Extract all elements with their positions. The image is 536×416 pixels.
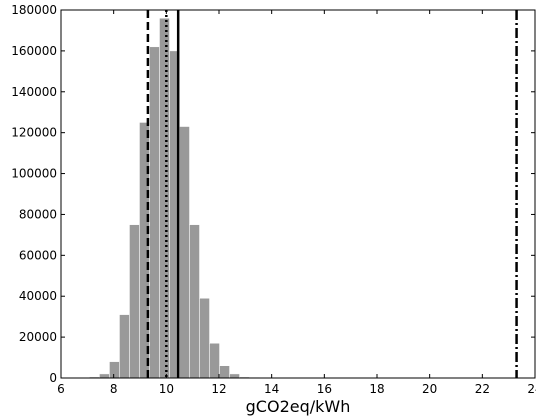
histogram-bar [99,373,110,379]
histogram-bar [209,342,220,379]
x-tick-label: 22 [475,382,490,396]
histogram-bar [179,126,190,379]
x-axis-label: gCO2eq/kWh [246,397,351,416]
histogram-bar [229,373,240,379]
y-tick-label: 180000 [11,3,57,17]
x-tick-label: 12 [211,382,226,396]
x-tick-label: 24 [527,382,536,396]
x-tick-label: 14 [264,382,279,396]
y-tick-label: 80000 [19,207,57,221]
x-tick-label: 20 [422,382,437,396]
x-tick-label: 6 [57,382,65,396]
y-tick-label: 0 [49,371,57,385]
histogram-bar [219,365,230,379]
y-tick-label: 100000 [11,167,57,181]
y-tick-label: 140000 [11,85,57,99]
histogram-bar [129,224,140,379]
bars-layer [89,17,270,379]
plot-frame [60,9,536,379]
histogram-bar [119,314,130,379]
y-tick-label: 160000 [11,44,57,58]
x-tick-label: 8 [110,382,118,396]
histogram-bar [149,46,160,379]
y-tick-label: 40000 [19,289,57,303]
x-tick-label: 16 [317,382,332,396]
y-tick-label: 60000 [19,248,57,262]
y-tick-label: 20000 [19,330,57,344]
histogram-bar [189,224,200,379]
y-tick-label: 120000 [11,126,57,140]
x-tick-label: 10 [159,382,174,396]
reference-lines [146,10,518,378]
histogram-bar [199,298,210,379]
histogram-bar [159,17,170,379]
axis-ticks: 6 8 10 12 14 16 18 20 22 24 0 20000 40000 60000 80000 1… [11,3,536,396]
histogram-bar [109,361,120,379]
x-tick-label: 18 [369,382,384,396]
